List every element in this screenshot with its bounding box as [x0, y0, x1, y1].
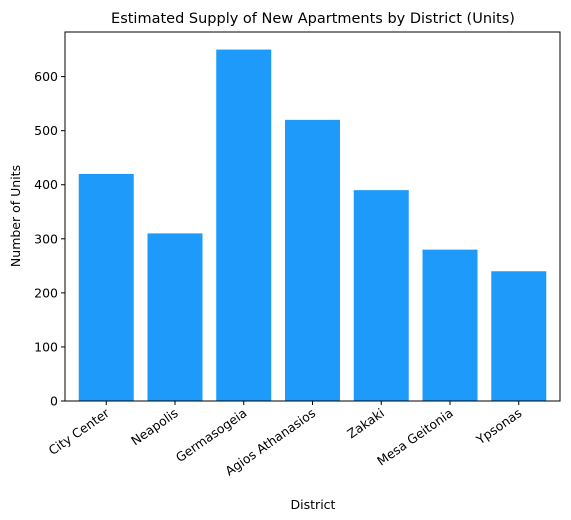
- chart-title: Estimated Supply of New Apartments by Di…: [111, 11, 515, 27]
- y-tick-label: 0: [50, 394, 58, 409]
- y-axis-ticks: 0 100 200 300 400 500 600: [34, 69, 65, 409]
- x-tick-label: City Center: [46, 405, 113, 458]
- plot-frame: [64, 31, 561, 402]
- bar-neapolis: [147, 233, 203, 401]
- x-tick-label: Zakaki: [344, 405, 387, 441]
- x-tick-label: Mesa Geitonia: [374, 405, 456, 468]
- bar-ypsonas: [491, 271, 547, 401]
- bar-city-center: [78, 173, 134, 401]
- x-axis-label: District: [291, 497, 336, 512]
- y-tick-label: 100: [34, 339, 58, 354]
- y-tick-label: 200: [34, 285, 58, 300]
- y-tick-label: 500: [34, 123, 58, 138]
- y-tick-label: 400: [34, 177, 58, 192]
- bar-mesa-geitonia: [422, 249, 478, 401]
- bar-germasogeia: [216, 49, 272, 401]
- bars-group: [78, 49, 547, 402]
- x-tick-label: Neapolis: [128, 405, 181, 448]
- bar-agios-athanasios: [285, 119, 340, 402]
- y-axis-label: Number of Units: [8, 165, 23, 267]
- bar-zakaki: [353, 190, 409, 401]
- y-tick-label: 300: [34, 231, 58, 246]
- x-tick-label: Ypsonas: [473, 405, 525, 448]
- y-tick-label: 600: [34, 69, 58, 84]
